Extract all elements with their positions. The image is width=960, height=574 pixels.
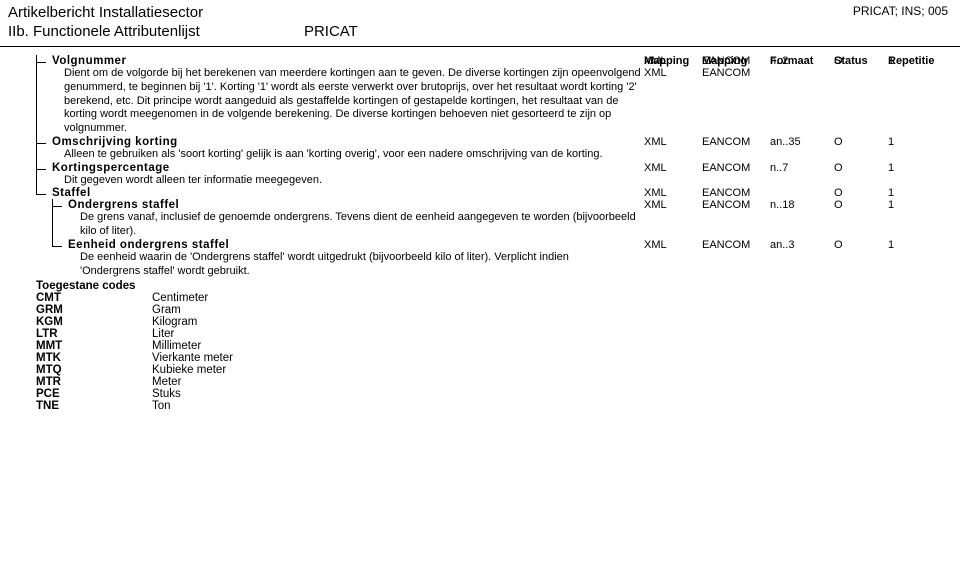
code-key: MMT	[36, 340, 152, 352]
doc-title: Artikelbericht Installatiesector	[8, 4, 203, 21]
code-row: GRMGram	[36, 304, 948, 316]
doc-code: PRICAT; INS; 005	[853, 4, 948, 21]
code-row: KGMKilogram	[36, 316, 948, 328]
cell-m1: XML	[644, 187, 702, 199]
code-desc: Liter	[152, 328, 174, 340]
code-row: MTKVierkante meter	[36, 352, 948, 364]
cell-m2: EANCOM	[702, 239, 770, 251]
codes-title: Toegestane codes	[36, 280, 948, 292]
header-row-1: Artikelbericht Installatiesector PRICAT;…	[0, 0, 960, 21]
code-desc: Kubieke meter	[152, 364, 226, 376]
code-desc: Millimeter	[152, 340, 201, 352]
code-row: PCEStuks	[36, 388, 948, 400]
cell-m2: EANCOM	[702, 55, 770, 67]
cell-fmt	[770, 187, 834, 199]
cell-m1: XML	[644, 55, 702, 67]
cell-rep: 1	[888, 162, 948, 174]
code-row: MMTMillimeter	[36, 340, 948, 352]
attr-label: Eenheid ondergrens staffel	[68, 239, 644, 251]
code-key: PCE	[36, 388, 152, 400]
cell-rep: 1	[888, 55, 948, 67]
code-key: TNE	[36, 400, 152, 412]
content-area: Mapping XML Mapping EANCOM Formaat Statu…	[0, 55, 960, 412]
cell-fmt: n..2	[770, 55, 834, 67]
cell-rep: 1	[888, 239, 948, 251]
code-key: GRM	[36, 304, 152, 316]
attr-label: Ondergrens staffel	[68, 199, 644, 211]
code-key: LTR	[36, 328, 152, 340]
code-key: MTQ	[36, 364, 152, 376]
cell-st: O	[834, 187, 888, 199]
cell-st: O	[834, 55, 888, 67]
code-row: TNETon	[36, 400, 948, 412]
attr-label: Volgnummer	[52, 55, 644, 67]
cell-rep: 1	[888, 199, 948, 211]
cell-fmt: n..7	[770, 162, 834, 174]
tree-item: Eenheid ondergrens staffel XML EANCOM an…	[52, 239, 948, 279]
cell-fmt: an..35	[770, 136, 834, 148]
cell-rep: 1	[888, 136, 948, 148]
cell-st: O	[834, 199, 888, 211]
attr-desc: Alleen te gebruiken als 'soort korting' …	[52, 148, 948, 162]
tree-item: Volgnummer XML EANCOM n..2 O 1 Dient om …	[36, 55, 948, 136]
cell-fmt: an..3	[770, 239, 834, 251]
cell-m2: EANCOM	[702, 162, 770, 174]
cell-m1: XML	[644, 199, 702, 211]
doc-subtitle: IIb. Functionele Attributenlijst	[8, 23, 200, 40]
cell-st: O	[834, 239, 888, 251]
code-desc: Gram	[152, 304, 181, 316]
code-desc: Kilogram	[152, 316, 197, 328]
divider	[0, 46, 960, 47]
code-desc: Ton	[152, 400, 171, 412]
cell-rep: 1	[888, 187, 948, 199]
cell-st: O	[834, 162, 888, 174]
cell-m2: EANCOM	[702, 136, 770, 148]
attr-label: Staffel	[52, 187, 644, 199]
header-row-2: IIb. Functionele Attributenlijst PRICAT	[0, 21, 960, 46]
cell-m1: XML	[644, 136, 702, 148]
tree-item: Omschrijving korting XML EANCOM an..35 O…	[36, 136, 948, 162]
code-row: LTRLiter	[36, 328, 948, 340]
cell-st: O	[834, 136, 888, 148]
cell-m1: XML	[644, 239, 702, 251]
code-key: CMT	[36, 292, 152, 304]
code-key: MTK	[36, 352, 152, 364]
code-desc: Vierkante meter	[152, 352, 233, 364]
code-row: MTQKubieke meter	[36, 364, 948, 376]
attr-label: Kortingspercentage	[52, 162, 644, 174]
code-desc: Centimeter	[152, 292, 208, 304]
code-desc: Stuks	[152, 388, 181, 400]
attr-desc: Dit gegeven wordt alleen ter informatie …	[52, 174, 948, 188]
tree-item: Ondergrens staffel XML EANCOM n..18 O 1 …	[52, 199, 948, 239]
doc-tag: PRICAT	[304, 23, 358, 40]
attr-desc: De grens vanaf, inclusief de genoemde on…	[68, 211, 948, 239]
attribute-tree: Volgnummer XML EANCOM n..2 O 1 Dient om …	[36, 55, 948, 278]
code-key: MTR	[36, 376, 152, 388]
cell-fmt: n..18	[770, 199, 834, 211]
code-row: CMTCentimeter	[36, 292, 948, 304]
attr-label: Omschrijving korting	[52, 136, 644, 148]
cell-m1: XML	[644, 162, 702, 174]
cell-m2: EANCOM	[702, 199, 770, 211]
code-desc: Meter	[152, 376, 181, 388]
tree-item-staffel: Staffel XML EANCOM O 1 Ondergrens staffe…	[36, 187, 948, 278]
code-key: KGM	[36, 316, 152, 328]
code-row: MTRMeter	[36, 376, 948, 388]
tree-item: Kortingspercentage XML EANCOM n..7 O 1 D…	[36, 162, 948, 188]
attr-desc: Dient om de volgorde bij het berekenen v…	[52, 67, 948, 136]
cell-m2: EANCOM	[702, 187, 770, 199]
codes-list: CMTCentimeter GRMGram KGMKilogram LTRLit…	[36, 292, 948, 412]
attr-desc: De eenheid waarin de 'Ondergrens staffel…	[68, 251, 948, 279]
